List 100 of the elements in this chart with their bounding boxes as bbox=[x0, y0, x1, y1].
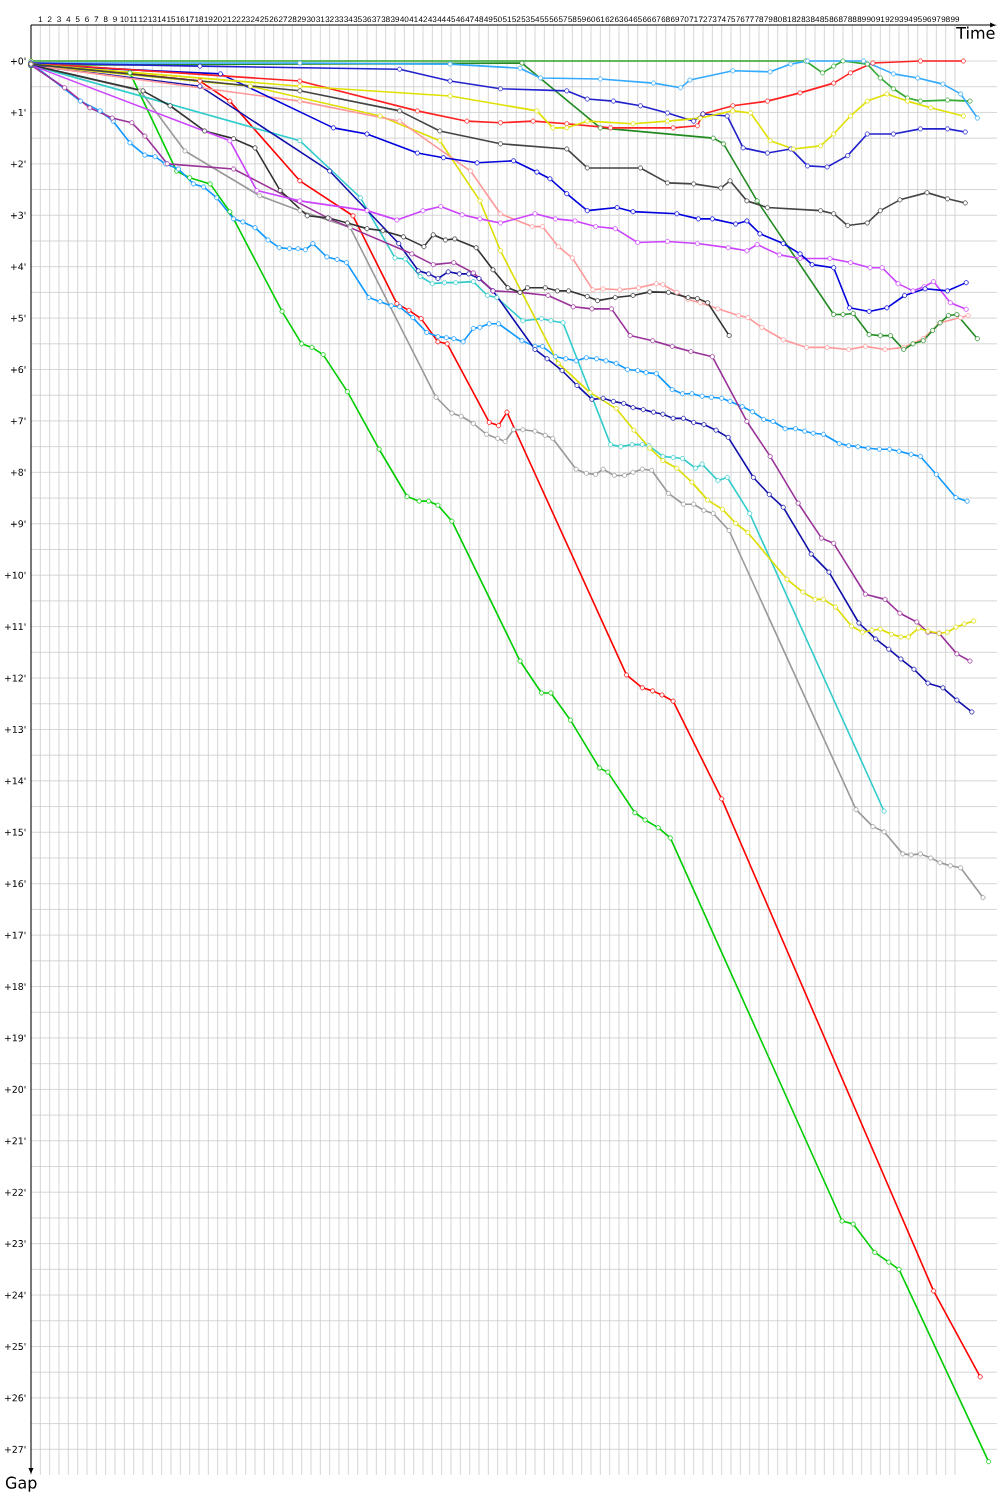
x-tick-label: 89 bbox=[857, 16, 866, 23]
y-tick-label: +15' bbox=[5, 828, 26, 836]
x-tick-label: 98 bbox=[941, 16, 950, 23]
y-tick-label: +9' bbox=[10, 520, 26, 528]
y-tick-label: +17' bbox=[5, 931, 26, 939]
x-tick-label: 51 bbox=[502, 16, 512, 23]
x-tick-label: 61 bbox=[596, 16, 605, 23]
x-tick-label: 28 bbox=[288, 16, 297, 23]
x-tick-label: 4 bbox=[66, 16, 71, 23]
x-tick-label: 93 bbox=[894, 16, 904, 23]
x-tick-label: 43 bbox=[428, 16, 437, 23]
y-tick-label: +11' bbox=[5, 623, 26, 631]
x-tick-label: 60 bbox=[586, 16, 596, 23]
y-tick-label: +13' bbox=[5, 725, 26, 733]
y-tick-label: +27' bbox=[5, 1445, 26, 1453]
y-tick-label: +26' bbox=[5, 1394, 26, 1402]
y-tick-label: +18' bbox=[5, 983, 26, 991]
x-tick-label: 12 bbox=[139, 16, 148, 23]
x-tick-label: 56 bbox=[549, 16, 558, 23]
y-tick-label: +14' bbox=[5, 777, 26, 785]
x-tick-label: 13 bbox=[148, 16, 157, 23]
y-tick-label: +23' bbox=[5, 1240, 26, 1248]
x-tick-label: 96 bbox=[922, 16, 932, 23]
x-tick-label: 73 bbox=[708, 16, 717, 23]
x-tick-label: 92 bbox=[885, 16, 894, 23]
y-tick-label: +2' bbox=[10, 160, 26, 168]
x-tick-label: 94 bbox=[904, 16, 913, 23]
x-tick-label: 57 bbox=[558, 16, 568, 23]
x-tick-label: 76 bbox=[736, 16, 745, 23]
x-tick-label: 47 bbox=[465, 16, 474, 23]
y-tick-label: +5' bbox=[10, 314, 26, 322]
x-tick-label: 31 bbox=[316, 16, 325, 23]
x-tick-label: 30 bbox=[306, 16, 316, 23]
x-tick-label: 39 bbox=[390, 16, 400, 23]
x-tick-label: 23 bbox=[241, 16, 250, 23]
x-tick-label: 21 bbox=[222, 16, 232, 23]
x-tick-label: 74 bbox=[717, 16, 726, 23]
x-tick-label: 41 bbox=[409, 16, 418, 23]
x-tick-label: 65 bbox=[633, 16, 642, 23]
x-tick-label: 62 bbox=[605, 16, 614, 23]
x-tick-label: 85 bbox=[820, 16, 829, 23]
x-tick-label: 10 bbox=[120, 16, 129, 23]
x-tick-label: 5 bbox=[75, 16, 80, 23]
x-tick-label: 77 bbox=[745, 16, 754, 23]
y-tick-label: +16' bbox=[5, 880, 26, 888]
x-tick-label: 44 bbox=[437, 16, 446, 23]
x-tick-label: 7 bbox=[94, 16, 99, 23]
x-tick-label: 67 bbox=[652, 16, 661, 23]
x-tick-label: 22 bbox=[232, 16, 241, 23]
x-tick-label: 53 bbox=[521, 16, 530, 23]
x-tick-label: 69 bbox=[670, 16, 680, 23]
x-tick-label: 88 bbox=[848, 16, 857, 23]
x-tick-label: 48 bbox=[474, 16, 484, 23]
x-tick-label: 87 bbox=[838, 16, 848, 23]
x-tick-label: 14 bbox=[157, 16, 166, 23]
x-tick-label: 32 bbox=[325, 16, 334, 23]
x-tick-label: 37 bbox=[372, 16, 381, 23]
x-axis-title: Time bbox=[956, 26, 995, 39]
x-tick-label: 15 bbox=[167, 16, 176, 23]
x-tick-label: 95 bbox=[913, 16, 922, 23]
y-tick-label: +1' bbox=[10, 109, 26, 116]
x-tick-label: 1 bbox=[38, 16, 43, 23]
x-tick-label: 80 bbox=[773, 16, 782, 23]
x-tick-label: 2 bbox=[47, 16, 52, 23]
x-tick-label: 91 bbox=[876, 16, 885, 23]
y-tick-label: +3' bbox=[10, 211, 26, 219]
x-tick-label: 90 bbox=[866, 16, 876, 23]
x-tick-label: 42 bbox=[418, 16, 428, 23]
x-tick-label: 59 bbox=[577, 16, 586, 23]
x-tick-label: 99 bbox=[950, 16, 960, 23]
x-tick-label: 18 bbox=[195, 16, 204, 23]
x-tick-label: 49 bbox=[484, 16, 493, 23]
x-tick-label: 35 bbox=[353, 16, 362, 23]
y-tick-label: +25' bbox=[5, 1342, 26, 1350]
x-tick-label: 25 bbox=[260, 16, 269, 23]
x-tick-label: 50 bbox=[493, 16, 502, 23]
x-tick-label: 29 bbox=[297, 16, 306, 23]
x-tick-label: 64 bbox=[624, 16, 633, 23]
x-tick-label: 33 bbox=[334, 16, 344, 23]
x-tick-label: 70 bbox=[680, 16, 689, 23]
x-tick-label: 26 bbox=[269, 16, 278, 23]
x-tick-label: 38 bbox=[381, 16, 390, 23]
x-tick-label: 86 bbox=[829, 16, 838, 23]
x-tick-label: 78 bbox=[754, 16, 764, 23]
x-tick-label: 45 bbox=[446, 16, 456, 23]
x-tick-label: 82 bbox=[792, 16, 801, 23]
x-tick-label: 8 bbox=[103, 16, 108, 23]
x-tick-label: 52 bbox=[512, 16, 521, 23]
x-tick-label: 72 bbox=[698, 16, 708, 23]
x-tick-label: 46 bbox=[456, 16, 465, 23]
x-tick-label: 20 bbox=[213, 16, 222, 23]
y-tick-label: +4' bbox=[10, 263, 26, 271]
x-tick-label: 71 bbox=[689, 16, 698, 23]
x-tick-label: 40 bbox=[400, 16, 409, 23]
y-tick-label: +19' bbox=[5, 1034, 26, 1042]
y-tick-label: +24' bbox=[5, 1291, 26, 1299]
x-tick-label: 66 bbox=[642, 16, 652, 23]
x-tick-label: 19 bbox=[204, 16, 213, 23]
x-tick-label: 6 bbox=[85, 16, 89, 23]
x-tick-label: 27 bbox=[278, 16, 288, 23]
